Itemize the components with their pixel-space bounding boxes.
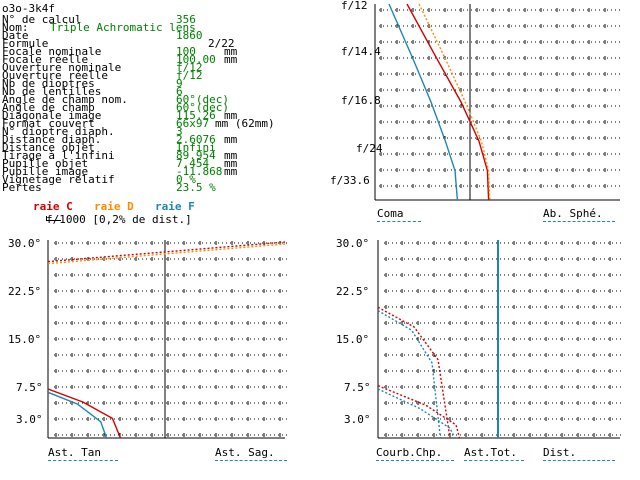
ast-sag-xlabel[interactable]: Ast. Sag. bbox=[215, 446, 275, 459]
param-unit: 2/22 bbox=[208, 37, 235, 50]
param-value: 1860 bbox=[176, 29, 203, 42]
coma-xlabel[interactable]: Coma bbox=[377, 207, 404, 220]
param-label: Diagonale image bbox=[2, 109, 102, 122]
coma-ylabel-0: f/12 bbox=[341, 0, 368, 12]
param-label: Nb de lentilles bbox=[2, 85, 102, 98]
coma-series-raie-d bbox=[418, 3, 491, 201]
param-value: 356 bbox=[176, 13, 196, 26]
param-unit: mm bbox=[224, 149, 238, 162]
total-series-raie-f bbox=[377, 388, 456, 439]
param-value: 66x97 bbox=[176, 117, 210, 130]
param-value: 100 bbox=[176, 45, 196, 58]
param-value: 100.00 bbox=[176, 53, 216, 66]
ast-ylabel-1: 22.5° bbox=[8, 285, 42, 298]
legend-raie-c: raie C bbox=[33, 200, 73, 213]
scale-marker bbox=[46, 216, 61, 221]
legend-raie-d: raie D bbox=[94, 200, 134, 213]
field-ylabel-2: 15.0° bbox=[336, 333, 370, 346]
coma-ylabel-2: f/16.8 bbox=[341, 94, 381, 107]
param-value: 115.26 bbox=[176, 109, 216, 122]
param-label: N° de calcul bbox=[2, 13, 82, 26]
param-value: f/12 bbox=[176, 69, 203, 82]
param-label: Distance objet bbox=[2, 141, 95, 154]
param-value: 89.954 bbox=[176, 149, 216, 162]
coma-ylabel-3: f/24 bbox=[356, 142, 383, 155]
param-label: Focale nominale bbox=[2, 45, 102, 58]
param-label: Angle de champ bbox=[2, 101, 95, 114]
param-value: 23.5 % bbox=[176, 181, 216, 194]
ast-total-underline bbox=[464, 460, 524, 461]
param-label: Nb de dioptres bbox=[2, 77, 95, 90]
field-ylabel-1: 22.5° bbox=[336, 285, 370, 298]
ast-sag-underline bbox=[215, 460, 287, 461]
coma-series-raie-c bbox=[406, 3, 490, 201]
param-value: 60°(dec) bbox=[176, 101, 229, 114]
param-value: 9 bbox=[176, 77, 183, 90]
param-unit: mm bbox=[224, 109, 238, 122]
param-value: 60°(dec) bbox=[176, 93, 229, 106]
spherical-underline bbox=[543, 221, 615, 222]
total-series-raie-c bbox=[377, 385, 461, 439]
param-value: -11.868 bbox=[176, 165, 223, 178]
param-label: N° dioptre diaph. bbox=[2, 125, 115, 138]
param-label: Distance diaph. bbox=[2, 133, 102, 146]
ast-ylabel-0: 30.0° bbox=[8, 237, 42, 250]
ast-tan-xlabel[interactable]: Ast. Tan bbox=[48, 446, 101, 459]
param-unit: mm bbox=[224, 45, 238, 58]
window-title: o3o-3k4f bbox=[2, 2, 55, 15]
param-unit: mm bbox=[224, 53, 238, 66]
ast-sag-series-raie-d bbox=[47, 243, 286, 265]
param-unit: mm bbox=[224, 133, 238, 146]
param-value: 3 bbox=[176, 125, 183, 138]
param-label: Ouverture nominale bbox=[2, 61, 122, 74]
coma-series-raie-f bbox=[388, 3, 459, 201]
param-label: Ouverture réelle bbox=[2, 69, 108, 82]
ast-ylabel-4: 3.0° bbox=[16, 413, 43, 426]
ast-tan-series-raie-f bbox=[47, 391, 108, 439]
param-label: Tirage à l'infini bbox=[2, 149, 115, 162]
scale-note: f/1000 [0,2% de dist.] bbox=[46, 213, 192, 226]
field-series-raie-c bbox=[377, 306, 451, 439]
param-value: 2.6076 bbox=[176, 133, 216, 146]
param-label: Focale réelle bbox=[2, 53, 89, 66]
field-ylabel-0: 30.0° bbox=[336, 237, 370, 250]
field-ylabel-4: 3.0° bbox=[344, 413, 371, 426]
param-unit: mm (62mm) bbox=[215, 117, 275, 130]
param-label: Pupille objet bbox=[2, 157, 89, 170]
param-value: Infini bbox=[176, 141, 216, 154]
distortion-xlabel[interactable]: Dist. bbox=[543, 446, 577, 459]
param-value: 0 % bbox=[176, 173, 196, 186]
spherical-xlabel[interactable]: Ab. Sphé. bbox=[543, 207, 603, 220]
ast-tan-series-raie-c bbox=[47, 388, 122, 439]
param-label: Vignetage relatif bbox=[2, 173, 115, 186]
param-value: f/12 bbox=[176, 61, 203, 74]
param-label: Pertes bbox=[2, 181, 42, 194]
param-label: Angle de champ nom. bbox=[2, 93, 128, 106]
param-unit: mm bbox=[224, 157, 238, 170]
param-unit: mm bbox=[224, 165, 238, 178]
ast-tan-underline bbox=[48, 460, 118, 461]
ast-ylabel-2: 15.0° bbox=[8, 333, 42, 346]
param-label: Date bbox=[2, 29, 29, 42]
coma-ylabel-1: f/14.4 bbox=[341, 45, 381, 58]
param-label: Format couvert bbox=[2, 117, 95, 130]
param-label: Formule bbox=[2, 37, 49, 50]
distortion-underline bbox=[543, 460, 615, 461]
param-label: Nom: bbox=[2, 21, 29, 34]
param-value: Triple Achromatic lens bbox=[50, 21, 196, 34]
field-series-raie-f bbox=[377, 309, 442, 439]
ast-ylabel-3: 7.5° bbox=[16, 381, 43, 394]
param-label: Pupille image bbox=[2, 165, 89, 178]
field-curv-xlabel[interactable]: Courb.Chp. bbox=[376, 446, 443, 459]
coma-ylabel-4: f/33.6 bbox=[330, 174, 370, 187]
field-ylabel-3: 7.5° bbox=[344, 381, 371, 394]
ast-total-xlabel[interactable]: Ast.Tot. bbox=[464, 446, 517, 459]
coma-underline bbox=[377, 221, 421, 222]
param-value: 7.454 bbox=[176, 157, 210, 170]
legend-raie-f: raie F bbox=[155, 200, 195, 213]
field-curv-underline bbox=[376, 460, 454, 461]
param-value: 6 bbox=[176, 85, 183, 98]
